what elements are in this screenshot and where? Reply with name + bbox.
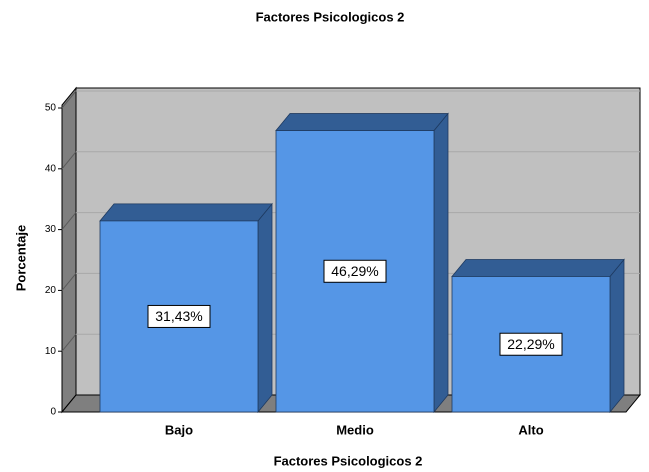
value-label: 46,29%	[331, 263, 378, 279]
value-label: 22,29%	[507, 336, 554, 352]
grid-line	[61, 273, 77, 291]
grid-line	[61, 333, 77, 352]
y-tick-label: 10	[45, 346, 57, 357]
value-label-box	[147, 304, 211, 328]
bar-side	[257, 202, 273, 414]
value-label-box	[499, 332, 563, 356]
bar-side	[609, 258, 625, 414]
y-tick-label: 40	[45, 163, 57, 174]
y-tick-label: 50	[45, 103, 57, 114]
x-tick-label: Medio	[336, 422, 374, 437]
x-tick-label: Bajo	[165, 422, 193, 437]
y-tick-label: 30	[45, 224, 57, 235]
chart-title: Factores Psicologicos 2	[256, 9, 405, 24]
grid-line	[61, 212, 77, 230]
value-label-box	[323, 259, 387, 283]
y-axis-title: Porcentaje	[13, 225, 28, 291]
left-wall	[61, 86, 77, 414]
grid-line	[61, 90, 77, 109]
x-tick-label: Alto	[518, 422, 543, 437]
x-axis-title: Factores Psicologicos 2	[274, 453, 423, 468]
grid-line	[61, 151, 77, 170]
y-tick-label: 0	[50, 407, 56, 418]
bar-top	[451, 259, 625, 277]
value-label: 31,43%	[155, 308, 202, 324]
y-tick-label: 20	[45, 285, 57, 296]
bar-side	[433, 112, 449, 414]
bar-top	[275, 113, 449, 131]
bar-top	[99, 203, 273, 222]
